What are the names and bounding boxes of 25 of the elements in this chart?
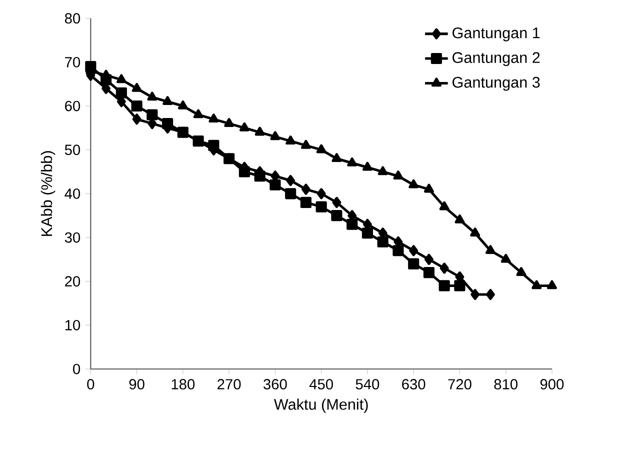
y-tick-label: 60 bbox=[65, 100, 80, 112]
y-axis-title: KAbb (%/bb) bbox=[40, 151, 56, 236]
y-tick-label: 0 bbox=[73, 364, 80, 374]
x-tick-label: 270 bbox=[218, 379, 241, 390]
x-tick-label: 900 bbox=[540, 379, 564, 390]
y-tick-label: 70 bbox=[65, 57, 80, 68]
x-tick-label: 540 bbox=[356, 379, 380, 390]
x-tick-label: 630 bbox=[402, 379, 426, 390]
x-tick-label: 0 bbox=[87, 379, 94, 390]
y-tick-label: 80 bbox=[64, 13, 80, 24]
legend-label: Gantungan 1 bbox=[452, 27, 540, 42]
x-tick-label: 180 bbox=[172, 379, 195, 390]
x-tick-label: 450 bbox=[309, 379, 333, 390]
legend-label: Gantungan 3 bbox=[452, 76, 540, 91]
y-tick-label: 50 bbox=[64, 144, 80, 156]
x-tick-label: 360 bbox=[264, 379, 287, 390]
x-tick-label: 810 bbox=[494, 379, 518, 390]
legend-label: Gantungan 2 bbox=[452, 52, 540, 66]
y-tick-label: 20 bbox=[65, 276, 80, 287]
y-tick-label: 30 bbox=[64, 232, 80, 243]
x-axis-title: Waktu (Menit) bbox=[274, 398, 368, 413]
y-tick-label: 40 bbox=[64, 188, 80, 199]
x-tick-label: 720 bbox=[448, 379, 472, 390]
y-tick-label: 10 bbox=[65, 320, 80, 330]
x-tick-label: 90 bbox=[129, 379, 144, 390]
